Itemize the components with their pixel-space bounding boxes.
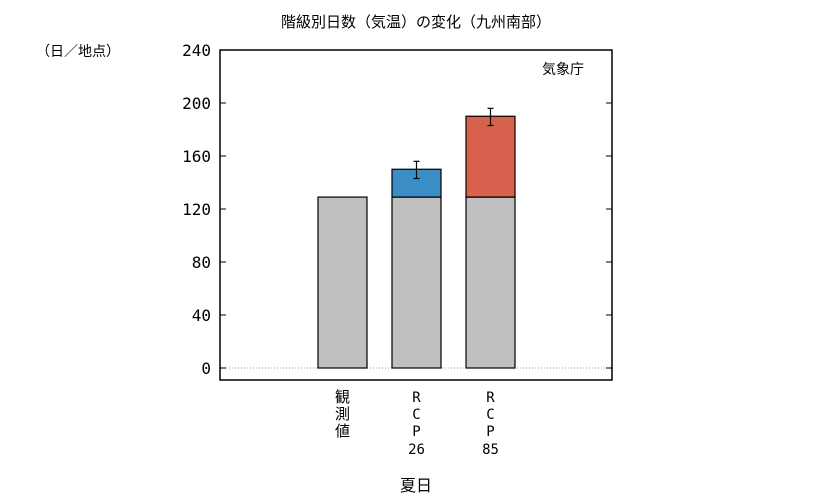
- y-tick-label: 40: [192, 306, 211, 325]
- y-tick-label: 80: [192, 253, 211, 272]
- bar-baseline: [391, 196, 442, 369]
- bar-baseline: [465, 196, 516, 369]
- plot-area: 0 40 80 120 160 200 240: [182, 41, 613, 381]
- x-category-label: R: [412, 390, 421, 406]
- x-category-label: 値: [335, 422, 350, 440]
- x-category-label: 測: [335, 405, 350, 423]
- y-tick-label: 240: [182, 41, 211, 60]
- x-category-label: C: [412, 407, 420, 423]
- x-category-label: P: [412, 424, 420, 440]
- x-axis-label: 夏日: [400, 476, 432, 495]
- x-category-label: 85: [482, 442, 499, 458]
- x-category-label: 26: [408, 442, 425, 458]
- bar-baseline: [317, 196, 368, 369]
- y-tick-label: 120: [182, 200, 211, 219]
- y-axis-label: （日／地点）: [36, 44, 120, 60]
- bar-increase: [465, 115, 516, 198]
- bars: [317, 107, 516, 369]
- x-category-label: 観: [335, 388, 350, 406]
- chart-title: 階級別日数（気温）の変化（九州南部）: [281, 13, 551, 31]
- y-tick-label: 200: [182, 94, 211, 113]
- plot-frame: [219, 49, 613, 381]
- source-label: 気象庁: [542, 62, 584, 78]
- y-tick-label: 160: [182, 147, 211, 166]
- x-category-label: P: [486, 424, 494, 440]
- x-category-label: C: [486, 407, 494, 423]
- x-category-label: R: [486, 390, 495, 406]
- y-axis-ticks: 0 40 80 120 160 200 240: [182, 41, 612, 378]
- y-tick-label: 0: [201, 359, 211, 378]
